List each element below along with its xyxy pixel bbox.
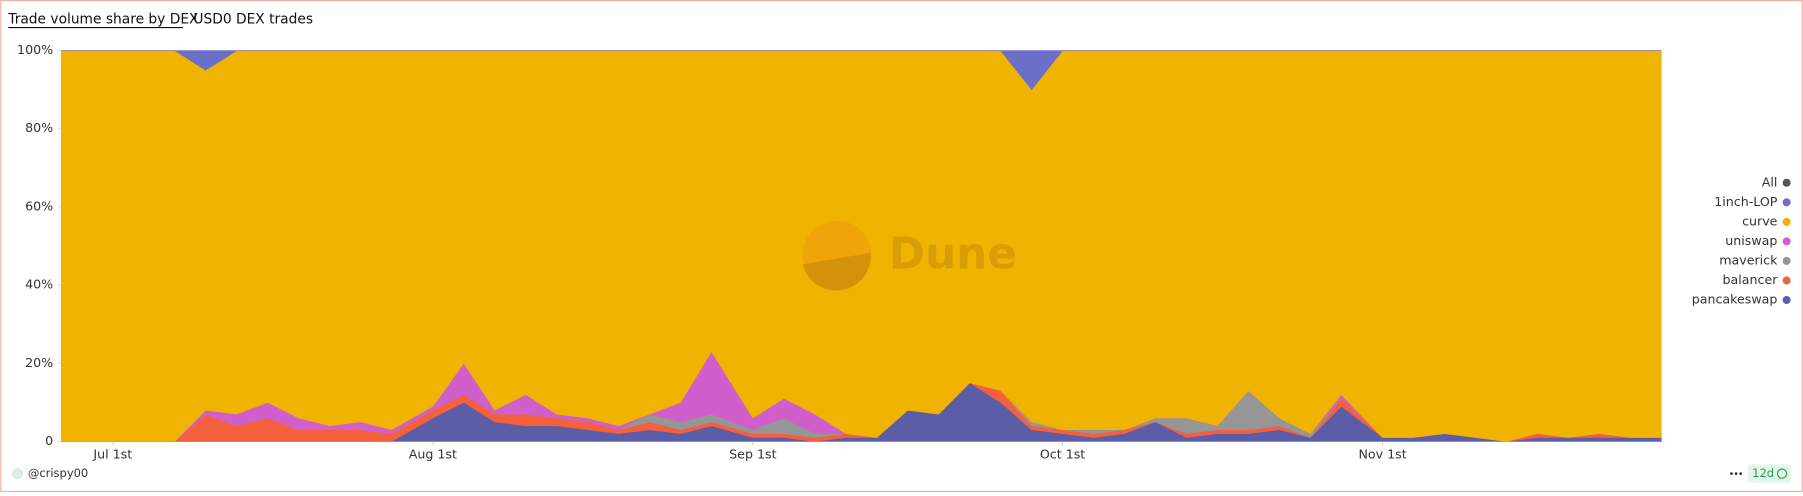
- area: [61, 50, 1662, 91]
- legend-swatch: [1782, 296, 1791, 305]
- y-tick-label: 100%: [17, 42, 53, 57]
- watermark-logo-shade: [802, 252, 871, 291]
- legend-swatch: [1782, 237, 1791, 246]
- legend-label[interactable]: maverick: [1719, 252, 1778, 267]
- legend-label[interactable]: 1inch-LOP: [1714, 194, 1778, 209]
- y-tick-label: 40%: [25, 277, 53, 292]
- chart-subtitle: USD0 DEX trades: [193, 12, 313, 28]
- watermark-text: Dune: [889, 228, 1017, 279]
- legend-label[interactable]: curve: [1742, 213, 1778, 228]
- legend-label[interactable]: balancer: [1723, 272, 1779, 287]
- legend-toggle[interactable]: All: [1762, 174, 1778, 189]
- chart-title[interactable]: Trade volume share by DEX: [7, 12, 199, 28]
- legend-label[interactable]: pancakeswap: [1692, 292, 1778, 307]
- legend-swatch: [1782, 217, 1791, 226]
- y-tick-label: 60%: [25, 198, 53, 213]
- check-icon: [1776, 468, 1788, 479]
- x-tick-label: Nov 1st: [1358, 447, 1406, 462]
- y-tick-label: 80%: [25, 120, 53, 135]
- x-tick-label: Aug 1st: [409, 447, 457, 462]
- y-tick-label: 0: [45, 433, 53, 448]
- legend-swatch: [1782, 256, 1791, 265]
- y-tick-label: 20%: [25, 355, 53, 370]
- menu-icon[interactable]: [1730, 472, 1743, 475]
- x-tick-label: Sep 1st: [729, 447, 776, 462]
- legend-swatch: [1782, 198, 1791, 207]
- age: 12d: [1752, 466, 1774, 480]
- x-tick-label: Jul 1st: [92, 447, 132, 462]
- legend-swatch: [1782, 178, 1791, 187]
- legend-label[interactable]: uniswap: [1725, 233, 1777, 248]
- x-tick-label: Oct 1st: [1040, 447, 1085, 462]
- legend-swatch: [1782, 276, 1791, 285]
- author[interactable]: @crispy00: [28, 466, 88, 480]
- author-avatar: [11, 467, 24, 480]
